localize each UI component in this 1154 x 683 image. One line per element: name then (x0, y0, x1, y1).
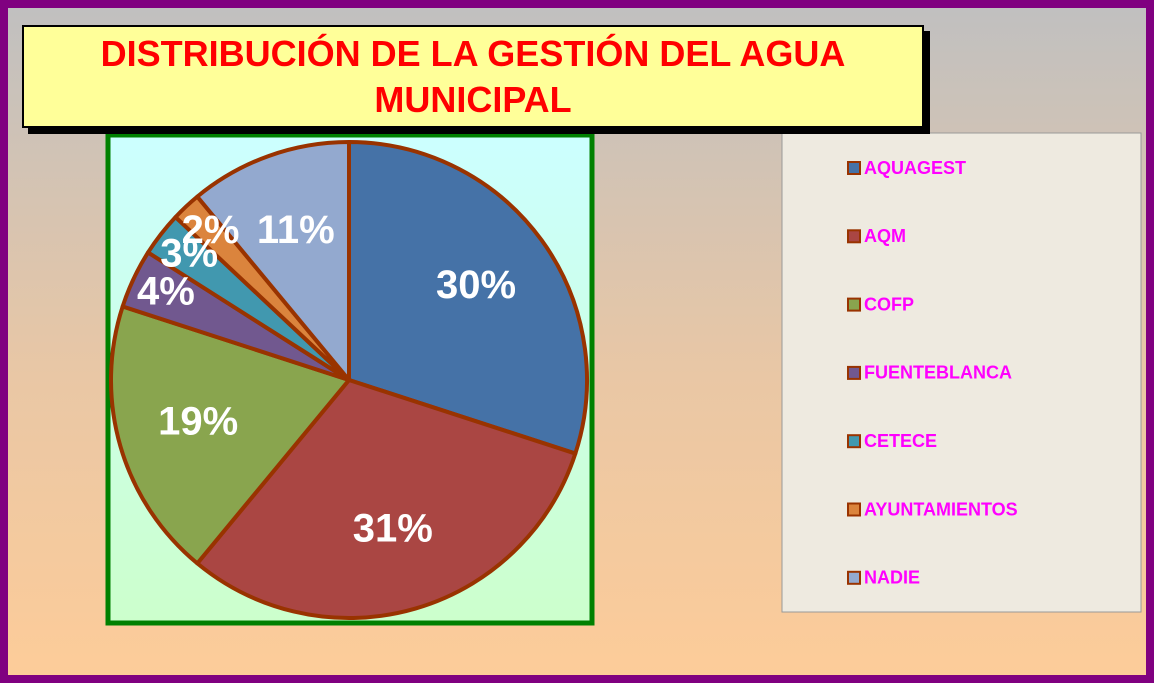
legend-swatch (847, 161, 861, 175)
chart-title: DISTRIBUCIÓN DE LA GESTIÓN DEL AGUA MUNI… (22, 25, 924, 128)
legend-label: AQUAGEST (864, 158, 966, 178)
data-label: 2% (182, 208, 240, 252)
legend-label: AYUNTAMIENTOS (864, 499, 1018, 519)
pie-slice (195, 378, 578, 620)
legend-swatch (847, 229, 861, 244)
data-label: 4% (137, 269, 195, 313)
data-label: 30% (436, 263, 516, 307)
legend (781, 132, 1142, 613)
data-label: 3% (160, 232, 218, 276)
legend-swatch (847, 365, 861, 380)
legend-label: AQM (864, 226, 906, 246)
legend-label: FUENTEBLANCA (864, 363, 1012, 383)
data-label: 11% (257, 208, 335, 252)
pie-slice (195, 140, 351, 382)
legend-swatch (847, 502, 861, 517)
pie-slice (109, 304, 351, 566)
legend-swatch (847, 570, 861, 585)
legend-swatch (847, 297, 861, 312)
legend-label: CETECE (864, 431, 937, 451)
legend-label: NADIE (864, 568, 920, 588)
data-label: 31% (353, 506, 433, 550)
data-label: 19% (158, 399, 238, 443)
legend-swatch (847, 434, 861, 449)
pie-slice (347, 140, 589, 456)
legend-label: COFP (864, 294, 914, 314)
